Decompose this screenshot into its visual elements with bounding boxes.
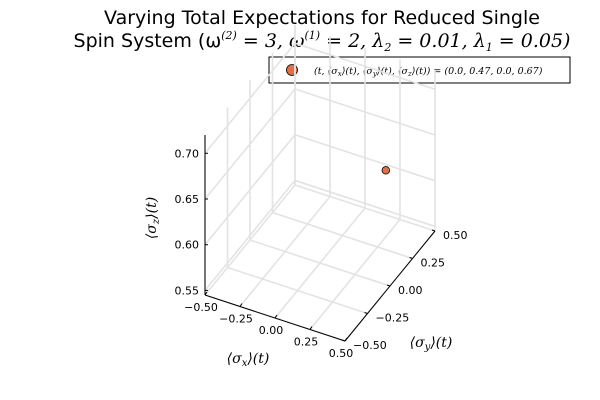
x-tick-mark-0 <box>204 291 208 296</box>
y-tick-label-3: 0.25 <box>421 257 446 270</box>
x-axis-label: ⟨σx⟩(t) <box>227 351 270 369</box>
y-tick-label-4: 0.50 <box>443 229 468 242</box>
legend-marker <box>286 64 298 76</box>
x-tick-mark-2 <box>274 314 278 319</box>
x-tick-label-1: −0.25 <box>219 313 253 326</box>
y-tick-label-2: 0.00 <box>398 284 423 297</box>
z-tick-label-3: 0.70 <box>175 147 200 160</box>
title-sub-1: 1 <box>486 41 493 54</box>
y-tick-label-0: −0.50 <box>353 339 387 352</box>
gridline-xwall-z-3 <box>204 42 296 154</box>
z-tick-label-2: 0.65 <box>175 193 200 206</box>
z-tick-label-1: 0.60 <box>175 239 200 252</box>
y-tick-mark-3 <box>409 257 413 259</box>
title-sup-1: (1) <box>305 29 321 42</box>
title-eq-1: = 3, ω <box>237 30 305 52</box>
title-sub-2: 2 <box>383 41 391 54</box>
y-tick-mark-1 <box>364 312 368 314</box>
title-eq-3: = 0.01, λ <box>391 30 485 52</box>
gridline-floor-y-2 <box>249 239 391 287</box>
x-tick-mark-3 <box>309 326 313 330</box>
gridline-ywall-z-3 <box>294 42 436 91</box>
z-tick-label-0: 0.55 <box>175 284 200 297</box>
z-axis-label: ⟨σz⟩(t) <box>144 197 162 239</box>
x-tick-label-3: 0.25 <box>294 336 319 349</box>
gridline-ywall-z-2 <box>294 88 436 136</box>
x-tick-mark-1 <box>239 303 243 307</box>
y-tick-mark-2 <box>386 284 391 287</box>
title-eq-2: = 2, λ <box>320 30 384 52</box>
data-point-0-0 <box>381 166 390 175</box>
x-tick-mark-4 <box>344 337 348 342</box>
y-tick-mark-4 <box>431 229 436 232</box>
chart-title-line2: Spin System (ω(2) = 3, ω(1) = 2, λ2 = 0.… <box>74 29 571 54</box>
y-tick-mark-0 <box>341 339 346 342</box>
chart-title-line1: Varying Total Expectations for Reduced S… <box>104 7 540 29</box>
gridline-xwall-z-0 <box>204 179 296 291</box>
x-tick-label-0: −0.50 <box>184 301 218 314</box>
gridline-floor-y-1 <box>227 266 368 315</box>
gridline-ywall-z-0 <box>294 179 436 228</box>
y-axis-label: ⟨σy⟩(t) <box>410 335 453 353</box>
gridline-xwall-z-1 <box>204 134 296 246</box>
data-point-layer <box>381 166 390 175</box>
x-tick-label-4: 0.50 <box>329 347 354 360</box>
y-tick-label-1: −0.25 <box>376 312 410 325</box>
gridline-xwall-z-2 <box>204 88 296 200</box>
legend-box <box>268 56 571 84</box>
gridline-floor-y-3 <box>272 211 413 260</box>
title-sup-2: (2) <box>221 29 237 42</box>
gridline-ywall-z-1 <box>294 133 436 182</box>
tick-label-layer: −0.50−0.250.000.250.50−0.50−0.250.000.25… <box>175 147 468 360</box>
title-eq-4: = 0.05) <box>493 30 571 52</box>
legend-label: (t, ⟨σx⟩(t), ⟨σy⟩(t), ⟨σz⟩(t)) = (0.0, 0… <box>314 66 543 78</box>
x-tick-label-2: 0.00 <box>259 324 284 337</box>
title-line2-prefix: Spin System (ω <box>74 30 222 52</box>
legend: (t, ⟨σx⟩(t), ⟨σy⟩(t), ⟨σz⟩(t)) = (0.0, 0… <box>268 56 571 84</box>
